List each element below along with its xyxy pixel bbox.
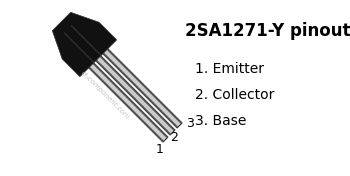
Polygon shape <box>103 45 182 124</box>
Polygon shape <box>99 49 178 128</box>
Polygon shape <box>99 45 182 128</box>
Text: 3: 3 <box>186 117 194 130</box>
Polygon shape <box>92 56 171 135</box>
Polygon shape <box>85 59 168 142</box>
Text: 2. Collector: 2. Collector <box>195 88 274 102</box>
Polygon shape <box>85 63 164 142</box>
Text: 3. Base: 3. Base <box>195 114 246 128</box>
Text: 2SA1271-Y pinout: 2SA1271-Y pinout <box>185 22 350 40</box>
Polygon shape <box>52 12 117 77</box>
Polygon shape <box>96 52 175 131</box>
Polygon shape <box>89 59 168 138</box>
Text: 1: 1 <box>155 143 163 156</box>
Polygon shape <box>92 52 175 135</box>
Text: 2: 2 <box>170 131 178 144</box>
Text: el-component.com: el-component.com <box>79 70 131 120</box>
Text: 1. Emitter: 1. Emitter <box>195 62 264 76</box>
